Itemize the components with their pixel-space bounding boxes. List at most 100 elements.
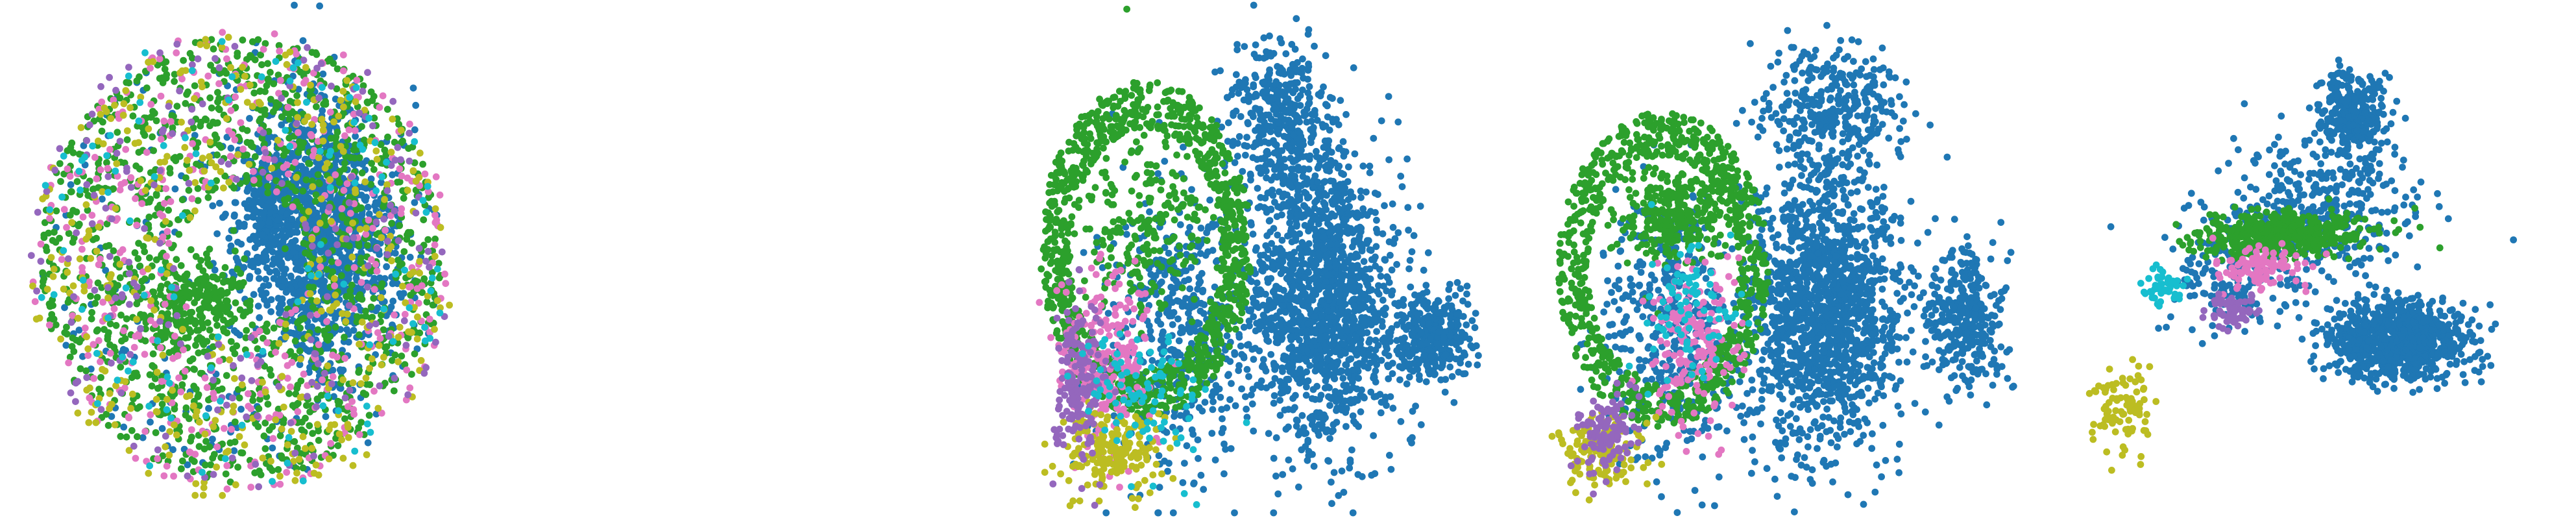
scatter-point xyxy=(169,130,176,138)
scatter-point xyxy=(90,375,98,382)
scatter-point xyxy=(58,256,66,264)
scatter-point xyxy=(147,411,154,419)
scatter-point xyxy=(295,288,303,295)
scatter-point xyxy=(414,313,421,321)
scatter-point xyxy=(1379,336,1386,344)
scatter-point xyxy=(191,82,199,90)
scatter-point xyxy=(230,327,238,334)
scatter-point xyxy=(227,107,235,114)
scatter-point xyxy=(1381,202,1388,210)
scatter-point xyxy=(305,208,313,216)
scatter-point xyxy=(219,278,227,286)
scatter-point xyxy=(39,269,47,277)
scatter-point xyxy=(357,254,365,262)
scatter-point xyxy=(272,267,280,275)
scatter-point xyxy=(173,40,181,48)
scatter-point xyxy=(366,341,374,349)
scatter-point xyxy=(79,245,86,253)
scatter-point xyxy=(188,105,196,113)
scatter-point xyxy=(75,151,83,158)
scatter-point xyxy=(293,469,300,477)
scatter-point xyxy=(320,100,327,108)
scatter-point xyxy=(73,178,81,186)
scatter-point xyxy=(106,320,114,328)
scatter-point xyxy=(214,333,222,341)
scatter-point xyxy=(116,249,124,256)
scatter-point xyxy=(147,195,154,203)
scatter-point xyxy=(317,60,325,68)
scatter-point xyxy=(125,367,132,375)
scatter-point xyxy=(190,365,197,373)
scatter-point xyxy=(406,229,414,237)
scatter-point xyxy=(104,284,112,291)
scatter-point xyxy=(295,129,302,136)
scatter-point xyxy=(433,297,441,304)
scatter-point xyxy=(332,323,339,331)
scatter-point xyxy=(344,264,352,272)
scatter-point xyxy=(63,323,70,331)
scatter-point xyxy=(383,263,390,271)
scatter-point xyxy=(1294,191,1301,199)
scatter-point xyxy=(141,225,149,232)
scatter-point xyxy=(404,186,411,194)
scatter-point xyxy=(62,341,70,349)
scatter-point xyxy=(192,341,199,349)
scatter-point xyxy=(45,300,53,308)
scatter-point xyxy=(118,291,126,299)
scatter-point xyxy=(200,281,208,289)
scatter-point xyxy=(396,222,404,229)
scatter-point xyxy=(306,369,313,376)
scatter-point xyxy=(173,312,181,319)
scatter-point xyxy=(380,326,387,334)
scatter-point xyxy=(133,283,141,291)
scatter-point xyxy=(256,275,263,282)
scatter-point xyxy=(195,349,202,357)
scatter-point xyxy=(68,343,76,351)
scatter-point xyxy=(384,238,391,245)
scatter-point xyxy=(1366,169,1374,177)
scatter-point xyxy=(287,286,295,293)
scatter-point xyxy=(104,314,112,322)
scatter-point xyxy=(276,47,284,55)
scatter-point xyxy=(67,143,75,151)
scatter-point xyxy=(1303,383,1310,391)
scatter-point xyxy=(409,320,417,327)
scatter-point xyxy=(212,417,219,424)
scatter-point xyxy=(330,275,338,282)
scatter-point xyxy=(341,394,349,402)
scatter-point xyxy=(230,227,237,234)
scatter-point xyxy=(207,364,215,371)
scatter-point xyxy=(199,469,206,476)
scatter-point xyxy=(1388,291,1395,299)
scatter-point xyxy=(366,322,373,330)
scatter-point xyxy=(1346,464,1354,472)
scatter-point xyxy=(356,340,363,348)
scatter-point xyxy=(43,286,51,293)
scatter-point xyxy=(293,50,300,58)
scatter-point xyxy=(111,421,119,428)
scatter-point xyxy=(99,195,106,203)
scatter-point xyxy=(197,78,205,86)
scatter-point xyxy=(254,36,262,43)
scatter-point xyxy=(392,270,400,278)
scatter-point xyxy=(143,149,151,156)
scatter-point xyxy=(202,412,210,419)
scatter-point xyxy=(219,491,226,499)
scatter-point xyxy=(189,61,196,69)
scatter-point xyxy=(160,117,168,125)
scatter-point xyxy=(298,341,306,349)
scatter-point xyxy=(1373,361,1380,369)
scatter-point xyxy=(234,463,241,471)
scatter-point xyxy=(241,73,249,80)
scatter-point xyxy=(229,408,237,415)
scatter-point xyxy=(225,34,232,41)
scatter-point xyxy=(103,220,111,228)
scatter-point xyxy=(313,421,321,428)
scatter-point xyxy=(41,219,49,227)
scatter-point xyxy=(173,103,181,110)
scatter-point xyxy=(1335,492,1343,499)
scatter-point xyxy=(263,264,271,271)
scatter-point xyxy=(240,223,248,230)
scatter-point xyxy=(1363,212,1371,219)
scatter-point xyxy=(197,369,204,377)
